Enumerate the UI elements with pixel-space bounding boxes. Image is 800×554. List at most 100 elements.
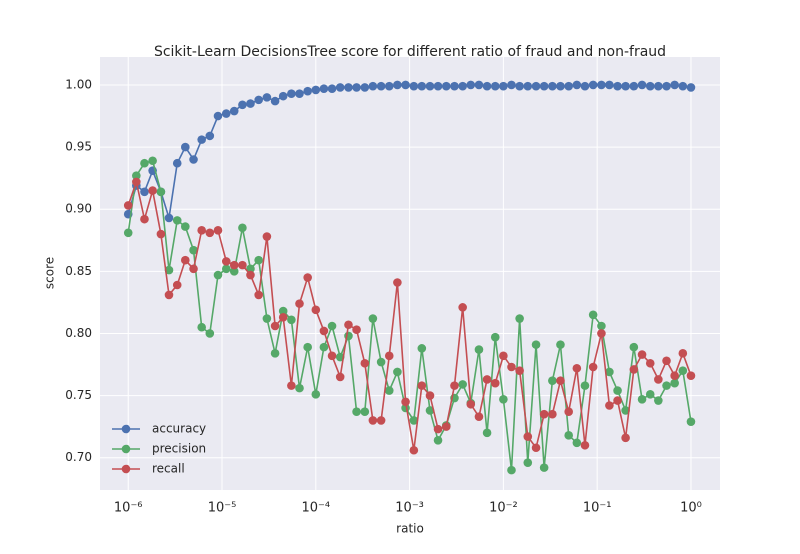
series-line [127,159,692,471]
data-point [621,433,630,443]
data-point [605,401,614,410]
data-point [213,111,223,121]
data-point [605,80,614,90]
data-point [344,83,353,92]
data-point [384,386,394,395]
data-point [678,349,688,358]
data-point [433,436,443,445]
data-point [531,81,541,91]
data-point [580,381,590,390]
data-point [515,81,524,91]
data-point [482,375,492,384]
data-point [278,306,288,316]
data-point [629,81,639,91]
y-axis-label: score [43,257,57,289]
data-point [262,232,272,241]
data-point [189,264,198,274]
data-point [287,89,296,98]
data-point [556,376,565,385]
data-point [368,314,378,323]
data-point [393,278,402,287]
x-tick-label: 10⁻⁶ [114,501,143,516]
data-point [572,363,582,373]
data-point [417,81,427,91]
data-point [433,81,443,91]
data-point [327,321,337,331]
data-point [295,89,304,98]
data-point [295,299,304,308]
data-point [670,371,679,380]
data-point [197,322,206,332]
data-point [458,303,467,312]
data-point [539,81,549,91]
data-point [368,416,378,425]
data-point [262,93,272,102]
x-tick-label: 10⁻¹ [583,501,612,516]
data-point [588,362,598,372]
data-point [335,83,345,92]
data-point [613,386,622,395]
data-point [221,264,231,274]
data-point [311,85,321,95]
data-point [393,367,402,377]
x-tick-label: 10⁰ [680,501,702,516]
y-tick-label: 0.75 [65,388,92,402]
data-point [417,381,427,390]
legend-marker [121,444,131,454]
data-point [686,371,696,380]
data-point [360,83,370,92]
data-point [629,365,639,374]
data-point [401,397,410,407]
data-point [384,351,394,361]
data-point [140,214,149,224]
data-point [311,305,321,315]
data-point [352,407,361,417]
data-point [482,428,492,438]
x-tick-label: 10⁻⁵ [208,501,237,516]
data-point [523,432,533,441]
data-point [205,228,215,238]
data-point [531,340,541,349]
data-point [474,345,484,354]
data-point [409,81,419,91]
data-point [678,81,688,91]
data-point [515,366,524,376]
legend-label: precision [152,442,206,456]
data-point [450,81,459,91]
data-point [678,366,688,376]
data-point [474,412,484,421]
data-point [539,463,549,472]
data-point [670,378,679,388]
data-point [458,380,467,389]
data-point [384,81,394,91]
data-point [515,314,524,323]
data-point [654,375,663,384]
data-point [181,255,190,265]
data-point [425,81,435,91]
data-point [238,100,247,110]
data-point [450,381,459,390]
data-point [597,321,606,331]
data-point [507,465,516,475]
data-point [417,344,427,353]
series-line [127,178,692,451]
data-point [409,445,419,455]
x-tick-label: 10⁻² [489,501,518,516]
data-point [181,142,190,152]
data-point [466,399,476,409]
data-point [637,394,647,404]
data-point [181,222,190,231]
data-point [637,80,647,90]
data-point [319,84,329,93]
data-point [572,438,582,448]
data-point [172,216,182,225]
x-axis-label: ratio [396,522,424,536]
data-point [327,84,337,93]
data-point [229,267,239,276]
data-point [132,177,141,187]
data-point [645,81,655,91]
data-point [613,396,622,405]
data-point [287,315,296,325]
data-point [352,83,361,92]
